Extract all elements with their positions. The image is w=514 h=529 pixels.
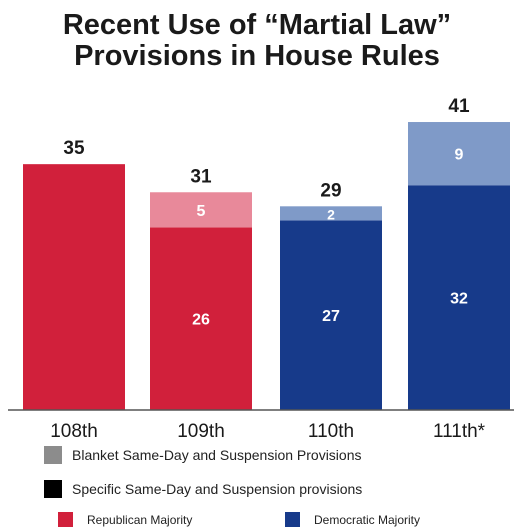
legend-swatch-democratic (285, 512, 300, 527)
data-label-total-2: 29 (320, 180, 341, 201)
x-tick-label-0: 108th (50, 421, 98, 442)
data-label-total-1: 31 (190, 166, 212, 187)
data-label-specific-3: 32 (450, 291, 468, 308)
legend-label-blanket: Blanket Same-Day and Suspension Provisio… (72, 447, 362, 463)
legend-item-blanket: Blanket Same-Day and Suspension Provisio… (44, 446, 362, 464)
x-tick-label-2: 110th (308, 421, 354, 442)
x-tick-label-1: 109th (177, 421, 225, 442)
bar-specific-3 (408, 185, 510, 410)
legend-item-democratic: Democratic Majority (285, 512, 420, 527)
legend-item-specific: Specific Same-Day and Suspension provisi… (44, 480, 362, 498)
x-tick-label-3: 111th* (433, 421, 486, 442)
legend-swatch-blanket (44, 446, 62, 464)
data-label-blanket-2: 2 (327, 206, 335, 222)
bar-blanket-2 (280, 206, 382, 221)
data-label-specific-1: 26 (192, 312, 210, 329)
bar-specific-1 (150, 227, 252, 410)
legend-item-republican: Republican Majority (58, 512, 192, 527)
legend-label-republican: Republican Majority (87, 512, 193, 527)
data-label-blanket-1: 5 (197, 203, 206, 220)
legend-label-specific: Specific Same-Day and Suspension provisi… (72, 481, 363, 497)
bar-specific-2 (280, 220, 382, 410)
chart-title-line-2: Provisions in House Rules (74, 40, 440, 72)
chart-title-line-1: Recent Use of “Martial Law” (62, 9, 452, 41)
stacked-bar-chart: 35 108th 26 5 31 109th 27 2 29 110th 32 9 41 111th* (8, 96, 514, 442)
legend-swatch-specific (44, 480, 62, 498)
bar-blanket-1 (150, 192, 252, 228)
bar-blanket-3 (408, 122, 510, 186)
data-label-blanket-3: 9 (455, 147, 464, 164)
bar-specific-0 (23, 164, 125, 410)
data-label-specific-2: 27 (322, 308, 340, 325)
data-label-total-0: 35 (63, 138, 85, 159)
data-label-total-3: 41 (448, 96, 470, 117)
legend-label-democratic: Democratic Majority (314, 512, 421, 527)
legend-swatch-republican (58, 512, 73, 527)
